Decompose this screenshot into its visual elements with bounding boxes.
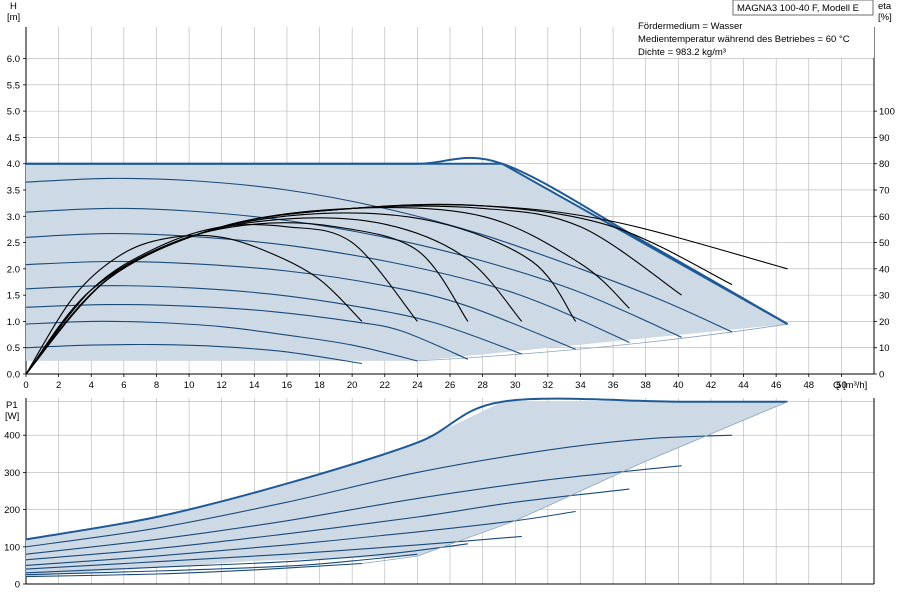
power-curve xyxy=(25,562,362,578)
power-curve xyxy=(25,543,468,574)
max-head-boundary xyxy=(26,162,789,325)
p1-tick-label: 200 xyxy=(4,505,20,516)
efficiency-curve xyxy=(25,234,363,375)
head-curve xyxy=(25,177,733,333)
q-tick-label: 34 xyxy=(575,380,586,391)
h-tick-label: 4.5 xyxy=(7,133,20,144)
eta-tick-label: 50 xyxy=(879,238,890,249)
power-curve xyxy=(25,465,682,555)
eta-tick-label: 30 xyxy=(879,291,890,302)
eta-tick-label: 0 xyxy=(879,370,884,381)
h-tick-label: 0.5 xyxy=(7,343,20,354)
p1-tick-label: 400 xyxy=(4,431,20,442)
q-tick-label: 42 xyxy=(706,380,717,391)
h-tick-label: 1.5 xyxy=(7,291,20,302)
power-range-right-edge xyxy=(361,401,788,564)
eta-tick-label: 90 xyxy=(879,133,890,144)
h-tick-label: 1.0 xyxy=(7,317,20,328)
info-text-bg xyxy=(634,18,874,58)
q-tick-label: 20 xyxy=(347,380,358,391)
q-tick-label: 2 xyxy=(56,380,61,391)
power-curve xyxy=(25,488,630,561)
eta-tick-label: 40 xyxy=(879,264,890,275)
power-curve xyxy=(25,434,733,548)
p1-tick-label: 0 xyxy=(15,580,20,591)
eta-tick-label: 70 xyxy=(879,185,890,196)
h-axis-label: H xyxy=(10,1,17,12)
eta-tick-label: 20 xyxy=(879,317,890,328)
q-tick-label: 4 xyxy=(89,380,94,391)
power-curve xyxy=(25,535,522,570)
info-line-density: Dichte = 983.2 kg/m³ xyxy=(638,47,726,58)
head-curve xyxy=(25,207,682,338)
q-tick-label: 6 xyxy=(121,380,126,391)
q-tick-label: 30 xyxy=(510,380,521,391)
eta-axis-unit: [%] xyxy=(878,12,892,23)
p1-tick-label: 100 xyxy=(4,542,20,553)
q-tick-label: 28 xyxy=(477,380,488,391)
q-tick-label: 24 xyxy=(412,380,423,391)
q-axis-label: Q [m³/h] xyxy=(833,380,867,391)
q-tick-label: 36 xyxy=(608,380,619,391)
q-tick-label: 48 xyxy=(803,380,814,391)
p1-axis-label: P1 xyxy=(6,400,18,411)
q-tick-label: 12 xyxy=(216,380,227,391)
h-tick-label: 2.5 xyxy=(7,238,20,249)
head-curve xyxy=(25,285,522,355)
q-tick-label: 10 xyxy=(184,380,195,391)
h-tick-label: 5.5 xyxy=(7,80,20,91)
h-tick-label: 3.0 xyxy=(7,212,20,223)
q-tick-label: 8 xyxy=(154,380,159,391)
q-tick-label: 46 xyxy=(771,380,782,391)
q-tick-label: 44 xyxy=(738,380,749,391)
head-plot: 0 2 4 6 8 10 12 14 16 18 20 22 24 26 28 30 32 34 36 38 40 42 4… xyxy=(7,27,895,391)
info-line-medium: Fördermedium = Wasser xyxy=(638,21,742,32)
head-curve xyxy=(25,320,418,362)
operating-range-lower-edge xyxy=(417,323,788,362)
p1-axis-unit: [W] xyxy=(5,411,19,422)
q-tick-label: 32 xyxy=(543,380,554,391)
info-title: MAGNA3 100-40 F, Modell E xyxy=(737,3,859,14)
q-tick-label: 0 xyxy=(23,380,28,391)
h-tick-label: 4.0 xyxy=(7,159,20,170)
efficiency-curve xyxy=(25,204,788,375)
eta-tick-label: 60 xyxy=(879,212,890,223)
h-tick-label: 0.0 xyxy=(7,370,20,381)
eta-tick-label: 100 xyxy=(879,107,895,118)
power-curve xyxy=(25,397,788,541)
q-tick-label: 18 xyxy=(314,380,325,391)
h-axis-unit: [m] xyxy=(7,12,20,23)
q-tick-label: 38 xyxy=(640,380,651,391)
eta-axis-label: eta xyxy=(878,1,892,12)
q-tick-label: 16 xyxy=(282,380,293,391)
power-range-fill xyxy=(26,401,788,577)
efficiency-curve xyxy=(25,217,523,375)
info-line-temperature: Medientemperatur während des Betriebes =… xyxy=(638,34,850,45)
h-tick-label: 3.5 xyxy=(7,185,20,196)
q-tick-label: 26 xyxy=(445,380,456,391)
q-tick-label: 50 xyxy=(836,380,847,391)
head-curve xyxy=(25,304,469,360)
q-tick-label: 14 xyxy=(249,380,260,391)
h-tick-label: 6.0 xyxy=(7,54,20,65)
power-plot: 0 100 200 300 400 xyxy=(4,397,875,591)
h-tick-label: 5.0 xyxy=(7,107,20,118)
power-curve xyxy=(25,553,418,576)
q-tick-label: 22 xyxy=(379,380,390,391)
eta-tick-label: 80 xyxy=(879,159,890,170)
info-title-box xyxy=(732,0,874,16)
p1-tick-label: 300 xyxy=(4,468,20,479)
h-tick-label: 2.0 xyxy=(7,264,20,275)
eta-tick-label: 10 xyxy=(879,343,890,354)
q-tick-label: 40 xyxy=(673,380,684,391)
head-curve xyxy=(25,260,576,350)
head-curve xyxy=(25,233,630,344)
head-curve xyxy=(25,343,362,365)
